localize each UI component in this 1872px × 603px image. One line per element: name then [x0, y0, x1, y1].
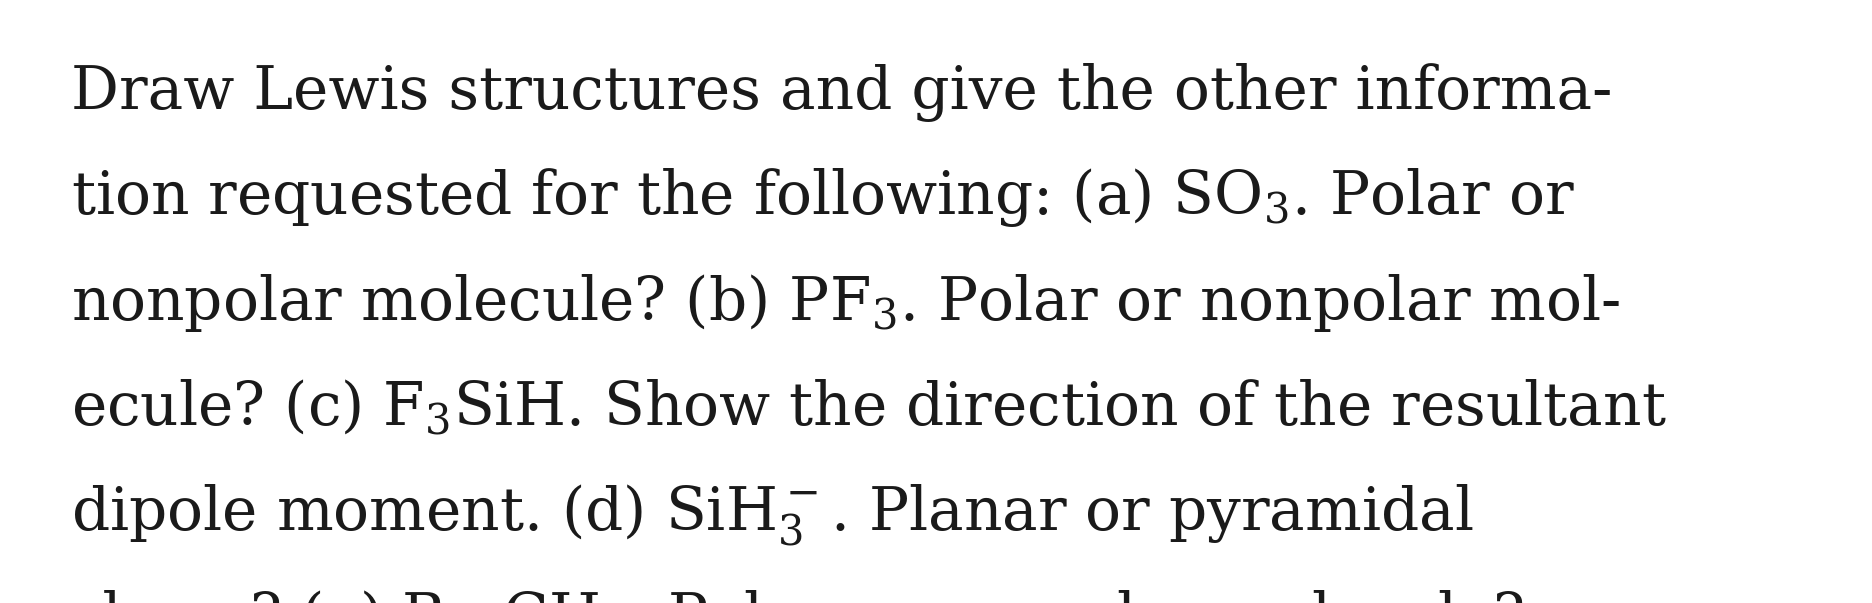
Text: dipole moment. (d) $\mathregular{SiH_3^-}$. Planar or pyramidal: dipole moment. (d) $\mathregular{SiH_3^-… [71, 482, 1473, 549]
Text: nonpolar molecule? (b) $\mathregular{PF_3}$. Polar or nonpolar mol-: nonpolar molecule? (b) $\mathregular{PF_… [71, 271, 1619, 333]
Text: shape? (e) $\mathregular{Br_2CH_2}$. Polar or nonpolar molecule?: shape? (e) $\mathregular{Br_2CH_2}$. Pol… [71, 588, 1524, 603]
Text: tion requested for the following: (a) $\mathregular{SO_3}$. Polar or: tion requested for the following: (a) $\… [71, 166, 1574, 229]
Text: Draw Lewis structures and give the other informa-: Draw Lewis structures and give the other… [71, 63, 1612, 122]
Text: ecule? (c) $\mathregular{F_3}$SiH. Show the direction of the resultant: ecule? (c) $\mathregular{F_3}$SiH. Show … [71, 377, 1666, 437]
